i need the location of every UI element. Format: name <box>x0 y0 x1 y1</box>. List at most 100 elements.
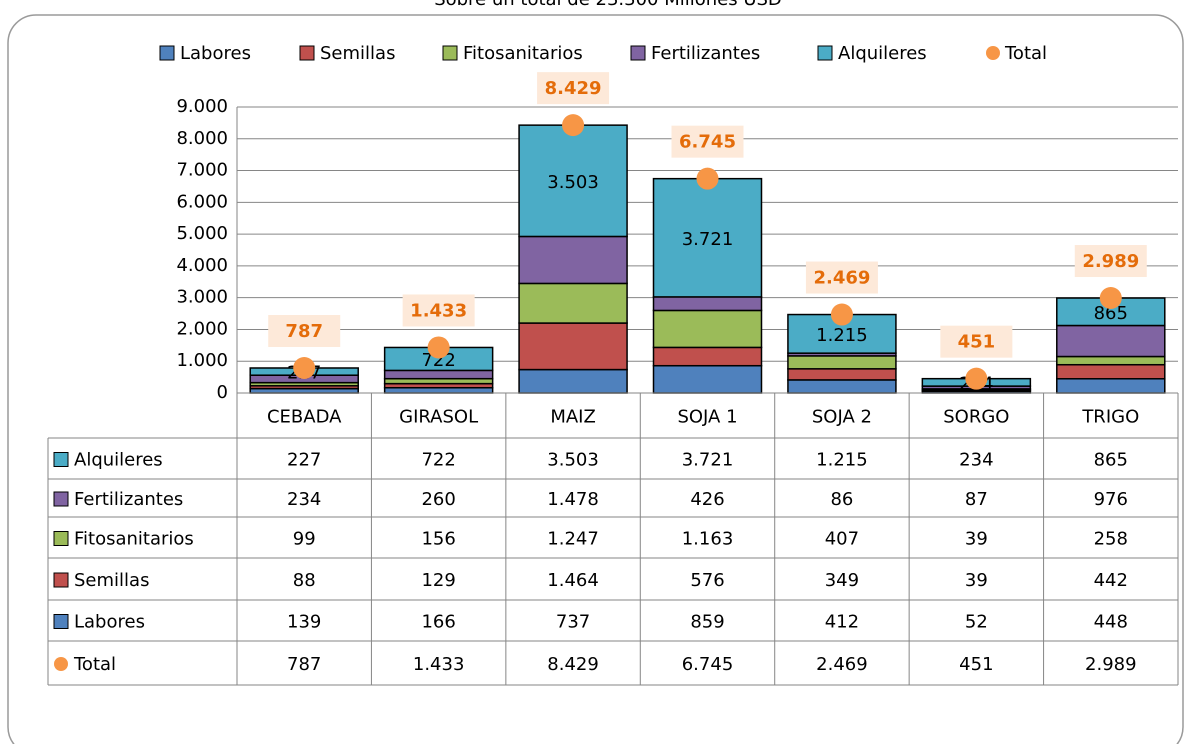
data-label: 865 <box>1094 303 1128 324</box>
table-cell: 448 <box>1094 612 1128 633</box>
table-cell: 1.433 <box>413 654 465 675</box>
legend-label: Semillas <box>320 43 395 64</box>
table-cell: 3.503 <box>547 450 599 471</box>
bar-segment <box>652 364 763 394</box>
table-cell: 976 <box>1094 489 1128 510</box>
bar-segment <box>652 309 763 349</box>
table-key <box>53 491 69 507</box>
table-cell: 1.163 <box>682 529 734 550</box>
total-marker <box>427 336 450 359</box>
legend-swatch <box>817 45 833 61</box>
table-row-label: Total <box>73 654 116 675</box>
table-cell: 39 <box>965 570 988 591</box>
bar-segment <box>787 355 897 370</box>
data-label: 3.721 <box>682 229 734 250</box>
data-label: 1.215 <box>816 325 868 346</box>
total-marker <box>696 167 719 190</box>
x-tick-label: SOJA 2 <box>812 407 872 428</box>
table-cell: 234 <box>287 489 321 510</box>
data-label: 722 <box>421 350 455 371</box>
table-cell: 6.745 <box>682 654 734 675</box>
y-tick-label: 9.000 <box>176 96 228 117</box>
table-cell: 722 <box>421 450 455 471</box>
bar-segment <box>652 346 763 367</box>
table-key <box>53 614 69 629</box>
bar-segment <box>787 313 897 354</box>
data-label-bg <box>940 325 1013 358</box>
legend-label: Fitosanitarios <box>463 43 583 64</box>
legend-swatch <box>630 45 646 61</box>
bar-segment <box>1056 324 1166 358</box>
y-tick-label: 2.000 <box>176 318 228 339</box>
legend-label: Total <box>1004 43 1047 64</box>
bar-segment <box>787 379 897 394</box>
table-cell: 87 <box>965 489 988 510</box>
table-cell: 426 <box>690 489 724 510</box>
bar-segment <box>652 296 763 312</box>
data-label-bg <box>268 314 341 347</box>
x-tick-label: MAIZ <box>550 407 595 428</box>
bar-segment <box>787 368 897 381</box>
bar-segment <box>518 282 628 324</box>
bar-segment <box>652 177 763 298</box>
y-tick-label: 3.000 <box>176 287 228 308</box>
table-cell: 156 <box>421 529 455 550</box>
table-cell: 1.215 <box>816 450 868 471</box>
table-cell: 227 <box>287 450 321 471</box>
total-marker <box>965 367 988 390</box>
table-cell: 258 <box>1094 529 1128 550</box>
table-cell: 407 <box>825 529 859 550</box>
data-label-bg <box>1074 245 1147 278</box>
table-row-label: Alquileres <box>74 450 163 471</box>
legend-label: Alquileres <box>838 43 927 64</box>
table-cell: 2.469 <box>816 654 868 675</box>
x-tick-label: GIRASOL <box>399 407 478 428</box>
table-key <box>54 657 68 671</box>
y-tick-label: 5.000 <box>176 223 228 244</box>
table-cell: 2.989 <box>1085 654 1137 675</box>
table-cell: 3.721 <box>682 450 734 471</box>
table-cell: 859 <box>690 612 724 633</box>
table-row-label: Labores <box>74 612 145 633</box>
data-label: 2.989 <box>1082 251 1139 272</box>
legend-marker <box>986 46 1000 60</box>
x-tick-label: CEBADA <box>267 407 342 428</box>
table-cell: 349 <box>825 570 859 591</box>
table-cell: 1.464 <box>547 570 599 591</box>
bar-segment <box>518 322 628 371</box>
bar-segment <box>1056 363 1166 380</box>
x-tick-label: SOJA 1 <box>677 407 737 428</box>
legend-swatch <box>159 45 175 61</box>
table-key <box>53 452 69 467</box>
table-cell: 1.478 <box>547 489 599 510</box>
bar-segment <box>383 369 494 380</box>
table-cell: 737 <box>556 612 590 633</box>
total-marker <box>830 303 853 326</box>
table-cell: 1.247 <box>547 529 599 550</box>
table-cell: 139 <box>287 612 321 633</box>
table-cell: 234 <box>959 450 993 471</box>
total-marker <box>293 356 316 379</box>
table-cell: 442 <box>1094 570 1128 591</box>
table-cell: 412 <box>825 612 859 633</box>
y-tick-label: 7.000 <box>176 160 228 181</box>
data-label: 2.469 <box>813 268 870 289</box>
y-tick-label: 6.000 <box>176 191 228 212</box>
data-label: 451 <box>958 332 996 353</box>
table-cell: 88 <box>293 570 316 591</box>
bar-segment <box>518 368 628 394</box>
table-cell: 52 <box>965 612 988 633</box>
data-label: 787 <box>285 321 323 342</box>
y-tick-label: 4.000 <box>176 255 228 276</box>
data-label-bg <box>671 125 744 158</box>
data-label: 1.433 <box>410 300 467 321</box>
bar-segment <box>383 386 494 394</box>
table-cell: 86 <box>830 489 853 510</box>
bar-segment <box>1056 355 1166 366</box>
total-marker <box>562 114 585 137</box>
table-row-label: Semillas <box>74 570 149 591</box>
y-tick-label: 8.000 <box>176 128 228 149</box>
data-label-bg <box>537 72 610 105</box>
bar-segment <box>518 124 628 238</box>
